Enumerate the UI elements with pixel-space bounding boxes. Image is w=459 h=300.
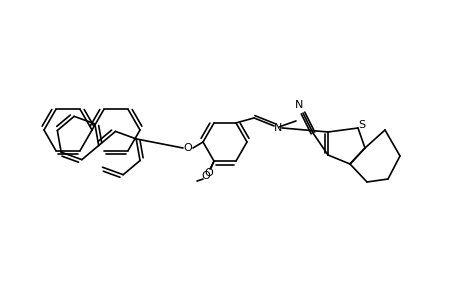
Text: O: O	[204, 168, 213, 178]
Text: O: O	[183, 143, 192, 153]
Text: N: N	[294, 100, 302, 110]
Text: N: N	[273, 123, 281, 133]
Text: S: S	[358, 120, 365, 130]
Text: O: O	[201, 171, 210, 181]
